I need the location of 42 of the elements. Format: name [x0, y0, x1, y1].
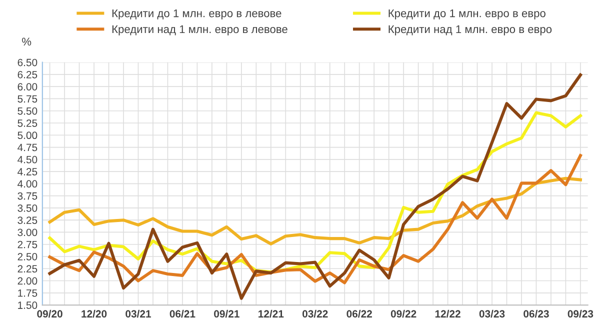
line-series [48, 154, 582, 284]
legend-label: Кредити до 1 млн. евро в евро [388, 9, 546, 20]
x-tick-label: 09/21 [214, 310, 240, 318]
y-tick-label: 3.75 [18, 192, 38, 200]
y-tick-label: 3.50 [18, 204, 38, 212]
x-tick-label: 09/20 [37, 310, 62, 318]
y-axis-title: % [22, 38, 32, 46]
y-tick-label: 5.00 [18, 132, 38, 140]
y-tick-label: 5.25 [18, 120, 38, 127]
y-tick-label: 6.50 [18, 58, 38, 66]
legend-label: Кредити над 1 млн. евро в евро [388, 25, 552, 36]
x-tick-label: 12/22 [435, 310, 460, 318]
y-tick-label: 4.50 [18, 156, 38, 164]
x-tick-label: 03/23 [479, 310, 505, 318]
x-tick-label: 06/21 [170, 310, 196, 318]
legend-label: Кредити до 1 млн. евро в левове [112, 9, 282, 20]
y-tick-label: 3.00 [18, 228, 38, 236]
y-tick-label: 1.50 [18, 302, 38, 309]
x-tick-label: 09/22 [390, 310, 416, 318]
y-tick-label: 2.75 [18, 240, 38, 248]
line-series [48, 73, 582, 300]
x-tick-label: 06/23 [524, 310, 549, 318]
x-tick-label: 09/23 [568, 310, 594, 318]
y-tick-label: 1.75 [18, 290, 38, 297]
x-tick-label: 12/21 [258, 310, 284, 318]
legend-label: Кредити над 1 млн. евро в левове [112, 25, 288, 36]
y-tick-label: 2.00 [18, 277, 38, 285]
y-tick-label: 2.25 [18, 265, 38, 273]
line-series [48, 176, 582, 246]
x-tick-label: 12/20 [82, 310, 107, 318]
y-tick-label: 6.00 [18, 83, 38, 90]
y-tick-label: 4.25 [18, 168, 38, 176]
y-tick-label: 3.25 [18, 216, 38, 224]
y-tick-label: 5.75 [18, 95, 38, 103]
x-tick-label: 03/22 [302, 310, 328, 318]
x-tick-label: 03/21 [126, 310, 151, 318]
y-tick-label: 6.25 [18, 70, 38, 78]
y-tick-label: 2.50 [18, 252, 38, 260]
y-tick-label: 4.75 [18, 144, 38, 152]
x-tick-label: 06/22 [346, 310, 372, 318]
y-tick-label: 4.00 [18, 180, 38, 188]
y-tick-label: 5.50 [18, 107, 38, 115]
